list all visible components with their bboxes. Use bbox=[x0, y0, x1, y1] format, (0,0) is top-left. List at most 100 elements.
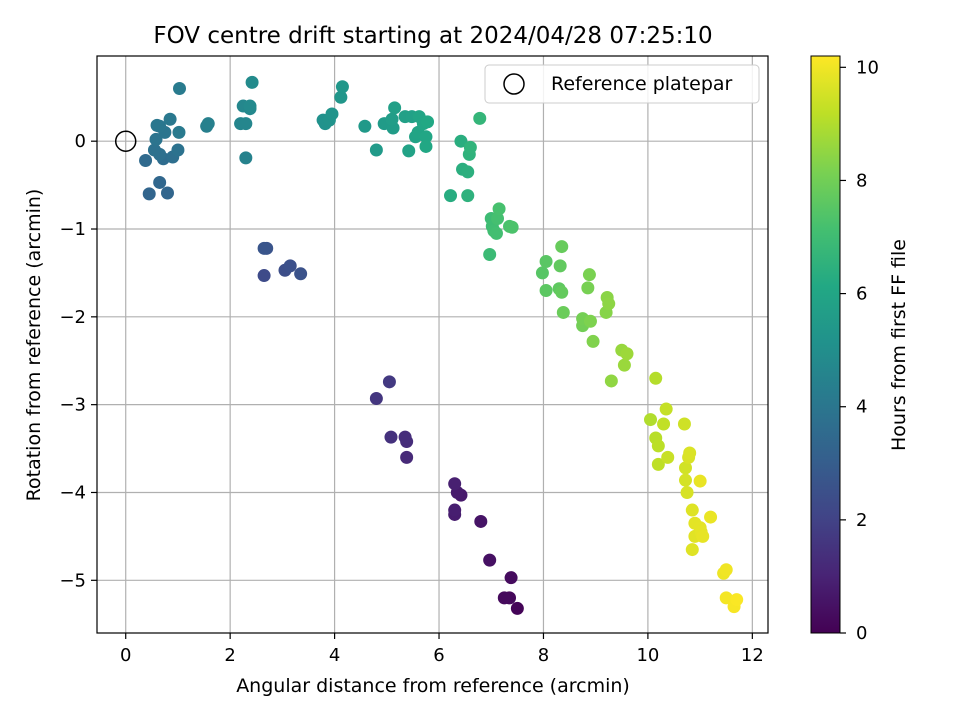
data-point bbox=[704, 510, 718, 524]
data-point bbox=[171, 143, 185, 157]
data-point bbox=[604, 374, 618, 388]
data-point bbox=[385, 112, 399, 126]
x-tick-label: 4 bbox=[329, 645, 340, 666]
colorbar bbox=[810, 55, 841, 634]
x-tick-label: 0 bbox=[120, 645, 131, 666]
data-point bbox=[505, 220, 519, 234]
data-point bbox=[555, 240, 569, 254]
data-point bbox=[683, 446, 697, 460]
data-point bbox=[461, 189, 475, 203]
plot-frame bbox=[96, 55, 769, 634]
data-point bbox=[693, 474, 707, 488]
data-point bbox=[644, 413, 658, 427]
data-point bbox=[620, 347, 634, 361]
y-tick-label: −5 bbox=[59, 570, 86, 591]
data-point bbox=[335, 80, 349, 94]
data-point bbox=[680, 485, 694, 499]
legend-box bbox=[484, 64, 760, 104]
y-tick-label: −1 bbox=[59, 219, 86, 240]
chart-title: FOV centre drift starting at 2024/04/28 … bbox=[153, 23, 712, 49]
data-point bbox=[555, 285, 569, 299]
data-point bbox=[402, 144, 416, 158]
data-point bbox=[483, 553, 497, 567]
colorbar-tick-label: 2 bbox=[856, 510, 867, 531]
colorbar-ticks: 0 2 4 6 8 10 bbox=[840, 57, 879, 644]
x-tick-label: 6 bbox=[433, 645, 444, 666]
data-point bbox=[539, 283, 553, 297]
data-point bbox=[581, 281, 595, 295]
legend: Reference platepar bbox=[484, 64, 760, 104]
data-point bbox=[448, 503, 462, 517]
data-point bbox=[685, 503, 699, 517]
data-point bbox=[153, 175, 167, 189]
data-point bbox=[160, 186, 174, 200]
data-point bbox=[421, 115, 435, 129]
data-point bbox=[582, 268, 596, 282]
data-point bbox=[583, 314, 597, 328]
x-tick-label: 10 bbox=[636, 645, 659, 666]
data-point bbox=[463, 140, 477, 154]
data-point bbox=[294, 267, 308, 281]
data-point bbox=[419, 130, 433, 144]
data-point bbox=[382, 375, 396, 389]
data-point bbox=[657, 417, 671, 431]
data-point bbox=[384, 430, 398, 444]
x-tick-label: 12 bbox=[741, 645, 764, 666]
data-point bbox=[239, 117, 253, 131]
y-axis-ticks: 0 −1 −2 −3 −4 −5 bbox=[59, 131, 97, 591]
data-point bbox=[617, 358, 631, 372]
data-point bbox=[149, 132, 163, 146]
data-point bbox=[677, 417, 691, 431]
data-point bbox=[369, 392, 383, 406]
data-point bbox=[147, 143, 161, 157]
data-point bbox=[173, 81, 187, 95]
data-point bbox=[358, 119, 372, 133]
data-point bbox=[257, 269, 271, 283]
data-point bbox=[730, 593, 744, 607]
data-point bbox=[586, 334, 600, 348]
reference-platepar-marker bbox=[114, 130, 137, 152]
data-point bbox=[474, 514, 488, 528]
data-point bbox=[150, 118, 164, 132]
data-point bbox=[696, 529, 710, 543]
y-tick-label: 0 bbox=[75, 131, 86, 152]
x-tick-label: 2 bbox=[224, 645, 235, 666]
data-point bbox=[553, 259, 567, 273]
grid-lines bbox=[97, 56, 768, 633]
data-point bbox=[400, 450, 414, 464]
data-point bbox=[678, 461, 692, 475]
y-tick-label: −2 bbox=[59, 307, 86, 328]
data-point bbox=[201, 117, 215, 131]
data-point bbox=[398, 430, 412, 444]
data-point bbox=[651, 439, 665, 453]
y-tick-label: −3 bbox=[59, 395, 86, 416]
data-point bbox=[489, 226, 503, 240]
colorbar-tick-label: 4 bbox=[856, 397, 867, 418]
data-point bbox=[510, 601, 524, 615]
data-point bbox=[491, 211, 505, 225]
data-point bbox=[142, 187, 156, 201]
colorbar-tick-label: 6 bbox=[856, 284, 867, 305]
data-points bbox=[139, 75, 744, 615]
data-point bbox=[678, 473, 692, 487]
data-point bbox=[602, 297, 616, 311]
data-point bbox=[719, 563, 733, 577]
data-point bbox=[661, 450, 675, 464]
data-point bbox=[448, 477, 462, 491]
data-point bbox=[245, 75, 259, 89]
colorbar-tick-label: 10 bbox=[856, 57, 879, 78]
data-point bbox=[243, 99, 257, 113]
data-point bbox=[497, 591, 511, 605]
data-point bbox=[139, 154, 153, 168]
y-tick-label: −4 bbox=[59, 482, 86, 503]
data-point bbox=[419, 139, 433, 153]
y-axis-label: Rotation from reference (arcmin) bbox=[23, 189, 45, 502]
data-point bbox=[483, 247, 497, 261]
colorbar-tick-label: 8 bbox=[856, 170, 867, 191]
legend-entry-reference-platepar: Reference platepar bbox=[551, 73, 733, 95]
data-point bbox=[444, 189, 458, 203]
x-axis-label: Angular distance from reference (arcmin) bbox=[236, 675, 630, 697]
data-point bbox=[719, 591, 733, 605]
data-point bbox=[257, 241, 271, 255]
